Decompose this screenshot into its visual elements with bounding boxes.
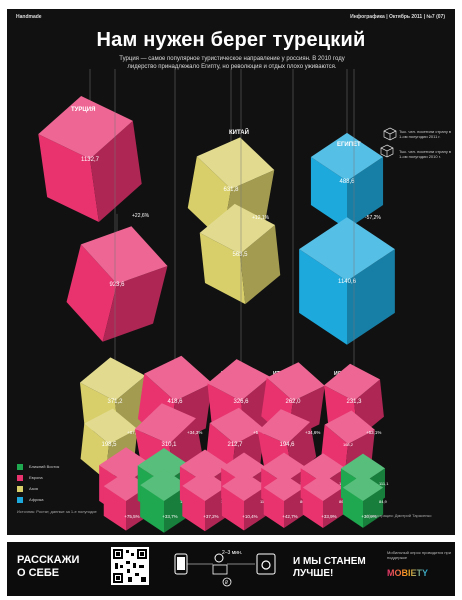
- change-8: +75,5%: [124, 514, 139, 519]
- change-6: +34,6%: [305, 430, 320, 435]
- key-text-2011: Тыс. чел. посетили страну в 1-ом полугод…: [399, 129, 452, 139]
- brand-label: Handmade: [16, 14, 42, 20]
- cube-2010-2-value: 1140,6: [338, 279, 357, 285]
- change-12: +42,7%: [282, 514, 297, 519]
- change-2: -57,2%: [365, 215, 381, 221]
- clock-icon: [214, 553, 224, 563]
- value-2011-14: 111,1: [379, 481, 389, 486]
- survey-banner[interactable]: РАССКАЖИ О СЕБЕ ₽ 2–3 мин. И МЫ СТАНЕМ Л…: [7, 542, 455, 596]
- cube-2010-6-value: 194,6: [279, 442, 295, 448]
- cube-2011-6-value: 262,0: [285, 399, 301, 405]
- cube-2010-3-value: 198,5: [101, 442, 117, 448]
- banner-right-text: И МЫ СТАНЕМ ЛУЧШЕ!: [293, 556, 366, 579]
- cube-2010-4-value: 310,1: [161, 442, 177, 448]
- region-swatch: [17, 485, 23, 492]
- infographic-poster: Handmade Инфографика | Октябрь 2011 | №7…: [7, 9, 455, 535]
- cube-chart: 1132,7 923,6 ТУРЦИЯ +22,6% 631,8 563,5 КИТАЙ +1…: [38, 69, 397, 533]
- page-title: Нам нужен берег турецкий: [96, 29, 366, 51]
- cube-2011-4-value: 418,6: [167, 399, 183, 405]
- region-legend-label: Европа: [29, 475, 43, 480]
- checklist-icon: [212, 564, 228, 575]
- cube-2010-2: [299, 217, 395, 345]
- region-legend-label: Ближний Восток: [29, 464, 60, 469]
- change-10: +37,2%: [203, 514, 218, 519]
- cube-2011-0: [38, 95, 142, 223]
- cube-2011-7-value: 231,3: [346, 399, 362, 405]
- cube-2011-0-value: 1132,7: [81, 157, 100, 163]
- issue-label: Инфографика | Октябрь 2011 | №7 (07): [350, 14, 445, 20]
- change-13: +33,9%: [321, 514, 336, 519]
- change-1: +12,1%: [252, 215, 270, 221]
- region-legend-item: Ближний Восток: [17, 461, 59, 472]
- cube-2011-1-value: 631,8: [223, 187, 239, 193]
- change-4: +34,3%: [187, 430, 202, 435]
- banner-left-text: РАССКАЖИ О СЕБЕ: [17, 554, 80, 579]
- source-text: Источник: Ростат, данные за 1-е полугоди…: [17, 509, 97, 514]
- camera-icon: [256, 553, 276, 575]
- region-legend: Ближний Восток Европа Азия Африка: [17, 461, 59, 505]
- key-cube-2010-icon: [380, 144, 394, 158]
- key-cube-2011-icon: [383, 127, 397, 141]
- mobiety-logo[interactable]: MOBIETY: [387, 568, 429, 578]
- region-legend-item: Азия: [17, 483, 59, 494]
- subtitle: Турция — самое популярное туристическое …: [119, 56, 345, 70]
- qr-code[interactable]: [111, 547, 149, 585]
- cube-2010-11: [221, 471, 267, 531]
- cube-2010-5-value: 212,7: [227, 442, 243, 448]
- change-7: +53,1%: [366, 430, 381, 435]
- phone-icon: [174, 553, 188, 575]
- value-2010-14: 84,9: [379, 499, 388, 504]
- cube-2011-5-value: 326,6: [233, 399, 249, 405]
- region-legend-item: Африка: [17, 494, 59, 505]
- cube-2010-14: [342, 474, 384, 528]
- cube-2010-0-value: 923,6: [109, 282, 125, 288]
- change-0: +22,6%: [132, 213, 150, 219]
- region-legend-label: Азия: [29, 486, 38, 491]
- change-9: +33,7%: [162, 514, 177, 519]
- illustration-credit: Иллюстрация: Дмитрий Тарасенко: [367, 513, 432, 518]
- cube-2011-3-value: 371,2: [107, 399, 123, 405]
- ruble-icon: ₽: [222, 577, 232, 587]
- change-11: +10,4%: [242, 514, 257, 519]
- banner-note: Мобильный опрос проводится при поддержке: [387, 550, 452, 560]
- country-name-1: КИТАЙ: [229, 128, 249, 136]
- cube-2010-0: [66, 226, 168, 342]
- key-text-2010: Тыс. чел. посетили страну в 1-ом полугод…: [399, 149, 452, 159]
- region-legend-item: Европа: [17, 472, 59, 483]
- country-name-0: ТУРЦИЯ: [71, 107, 95, 113]
- survey-steps-diagram: ₽: [174, 553, 276, 587]
- country-name-2: ЕГИПЕТ: [337, 142, 361, 148]
- region-legend-label: Африка: [29, 497, 44, 502]
- cube-2010-13: [302, 474, 344, 528]
- survey-step-text: 2–3 мин.: [222, 550, 243, 556]
- region-swatch: [17, 496, 23, 503]
- region-swatch: [17, 474, 23, 481]
- cube-2010-7-value: 168,2: [343, 442, 354, 447]
- svg-text:₽: ₽: [225, 580, 229, 586]
- cube-2011-2-value: 488,6: [339, 179, 355, 185]
- cube-2010-1-value: 563,5: [232, 252, 248, 258]
- change-14: +30,9%: [361, 514, 376, 519]
- change-3: +87,0%: [127, 430, 142, 435]
- region-swatch: [17, 463, 23, 470]
- cube-2010-1: [199, 203, 281, 305]
